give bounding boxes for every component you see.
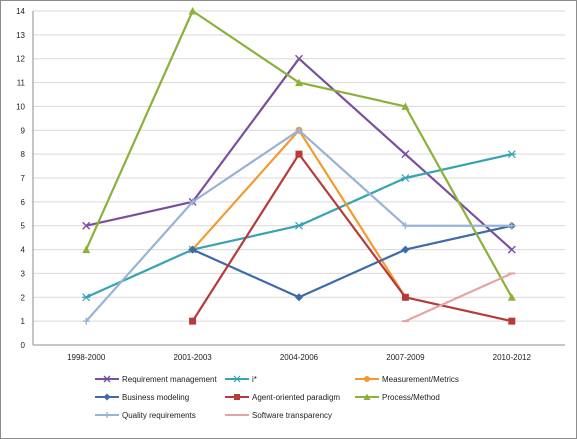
data-point xyxy=(189,198,197,206)
data-point xyxy=(295,293,303,302)
x-tick-label: 2007-2009 xyxy=(386,353,425,362)
data-point xyxy=(295,221,303,230)
data-point xyxy=(508,317,516,325)
data-point xyxy=(401,293,409,301)
data-point xyxy=(401,102,410,110)
data-point xyxy=(295,150,303,158)
series-line xyxy=(404,272,513,323)
y-tick-label: 4 xyxy=(21,246,26,255)
y-tick-label: 11 xyxy=(17,79,26,88)
data-point xyxy=(401,174,410,182)
data-point xyxy=(401,222,409,230)
y-tick-label: 7 xyxy=(21,174,26,183)
data-point xyxy=(189,317,197,325)
data-point xyxy=(295,54,303,63)
data-point xyxy=(82,317,90,325)
series-line xyxy=(191,153,513,323)
y-tick-label: 10 xyxy=(16,102,25,111)
y-tick-label: 12 xyxy=(16,55,25,64)
x-tick-label: 1998-2000 xyxy=(67,353,106,362)
series-4 xyxy=(189,150,516,325)
data-point xyxy=(82,221,91,230)
series-line xyxy=(192,224,513,299)
data-point xyxy=(295,126,303,134)
series-5 xyxy=(82,7,516,301)
series-3 xyxy=(188,221,516,302)
data-point xyxy=(188,7,197,15)
data-point xyxy=(401,150,410,159)
y-tick-label: 1 xyxy=(21,317,26,326)
x-tick-label: 2004-2006 xyxy=(280,353,319,362)
x-axis-ticks: 1998-2000 2001-2003 2004-2006 2007-2009 2010… xyxy=(67,353,531,362)
y-tick-label: 13 xyxy=(16,31,25,40)
y-tick-label: 0 xyxy=(21,341,26,350)
y-tick-label: 5 xyxy=(21,222,26,231)
data-point xyxy=(82,245,91,254)
y-tick-label: 6 xyxy=(21,198,26,207)
y-tick-label: 3 xyxy=(21,269,26,278)
y-tick-label: 9 xyxy=(21,126,26,135)
y-tick-label: 14 xyxy=(16,7,25,16)
series-6 xyxy=(82,126,516,325)
series-7 xyxy=(401,272,516,323)
data-point xyxy=(401,245,410,254)
data-point xyxy=(295,78,303,87)
y-tick-label: 8 xyxy=(21,150,26,159)
data-point xyxy=(508,222,516,230)
data-point xyxy=(507,293,516,301)
data-point xyxy=(188,245,197,254)
data-point xyxy=(507,150,516,159)
x-tick-label: 2001-2003 xyxy=(173,353,212,362)
y-tick-label: 2 xyxy=(21,293,26,302)
data-point xyxy=(82,293,91,302)
data-point xyxy=(507,245,516,254)
x-tick-label: 2010-2012 xyxy=(493,353,532,362)
